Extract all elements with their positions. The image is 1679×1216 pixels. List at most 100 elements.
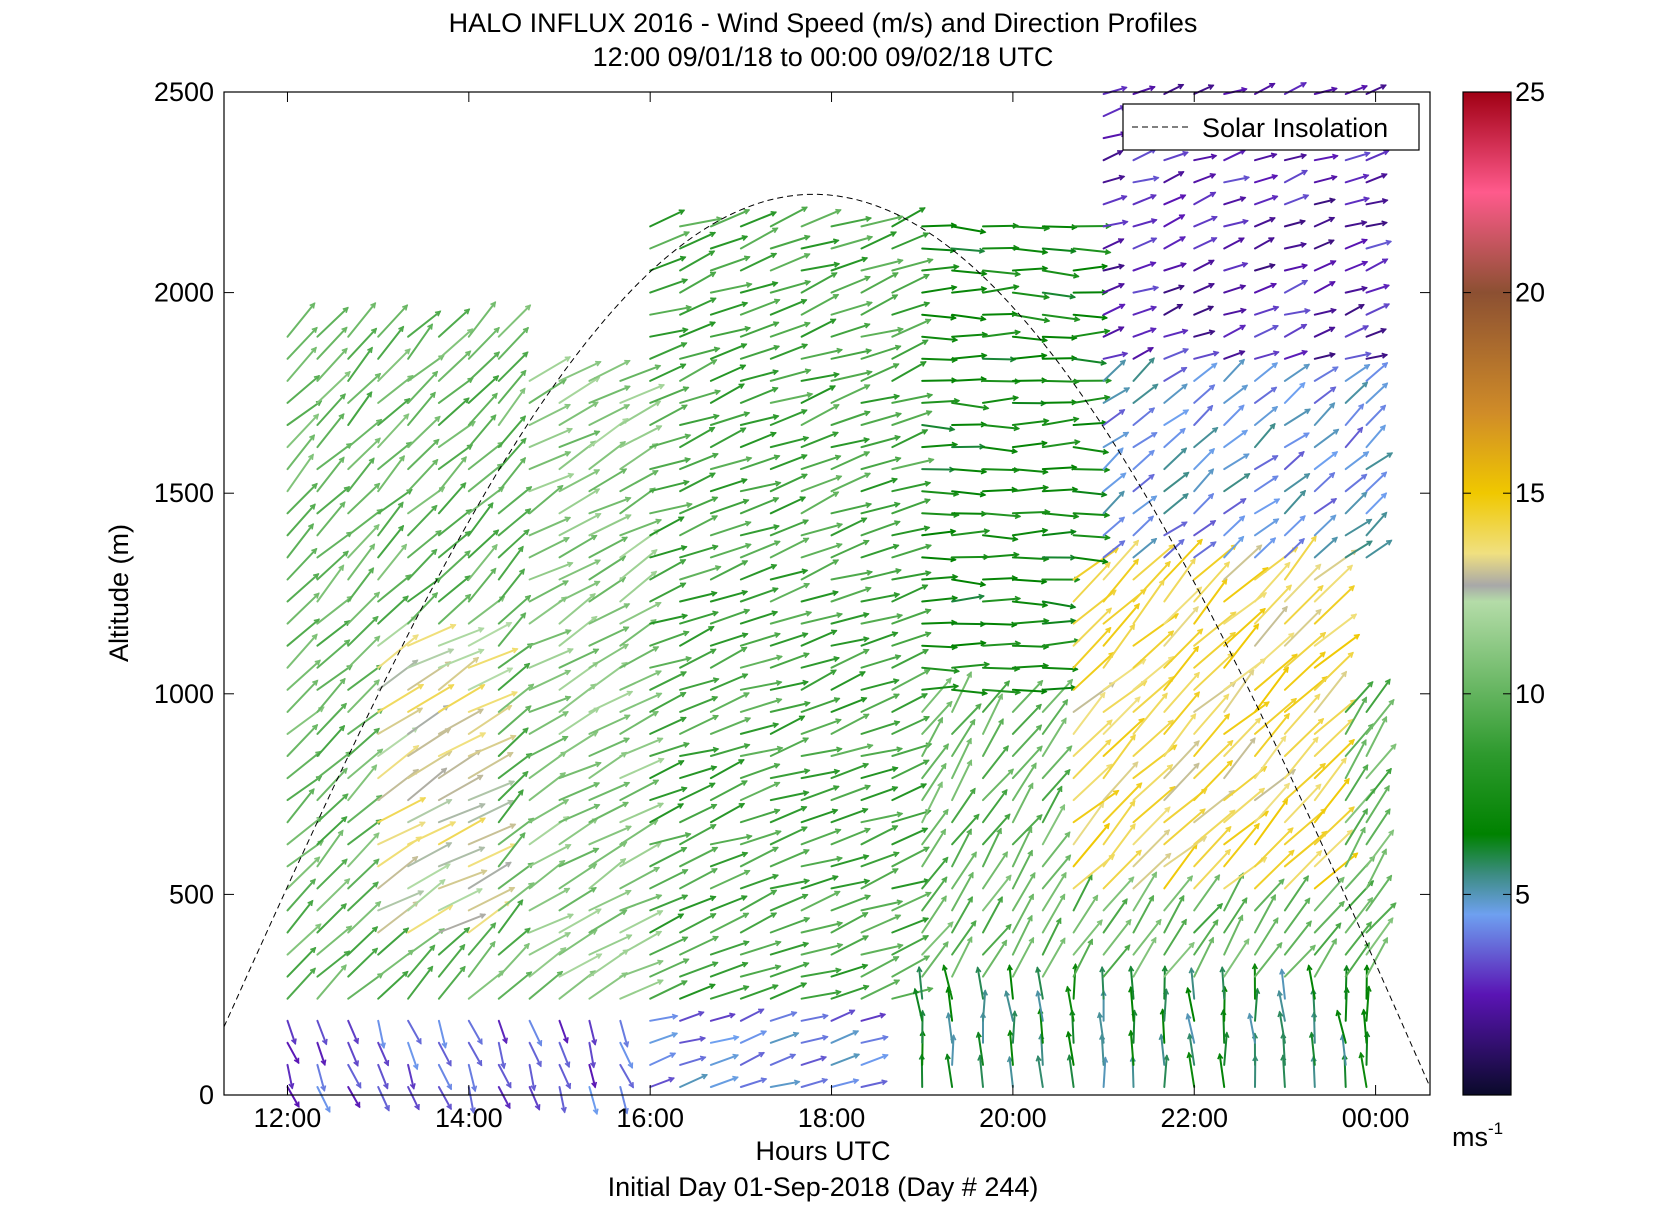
wind-vector-head [861,517,868,524]
wind-vector-head [852,1030,860,1036]
wind-vector-head [1361,84,1368,91]
wind-vector-head [710,359,718,365]
wind-vector [1283,850,1322,890]
wind-vector [679,696,718,713]
wind-vector-head [1340,757,1347,764]
wind-vector-head [975,703,982,710]
wind-vector [982,718,1004,757]
wind-vector [1223,350,1245,360]
wind-vector-head [1006,964,1013,971]
wind-vector [1223,872,1244,912]
wind-vector-head [429,391,436,398]
wind-vector-head [293,1057,300,1065]
wind-vector-head [1035,724,1043,731]
wind-vector-head [1385,239,1393,246]
wind-vector [860,825,898,846]
wind-vector-head [745,456,753,463]
wind-vector-head [1388,829,1395,836]
wind-vector-head [567,648,574,654]
wind-vector [1193,520,1216,537]
wind-vector [860,520,901,537]
wind-vector [1307,964,1316,1000]
wind-vector-head [310,946,317,954]
wind-vector [1041,488,1078,493]
wind-vector [739,763,780,780]
wind-vector [619,470,659,493]
wind-vector-head [1382,382,1389,389]
wind-vector [528,947,567,978]
wind-vector-head [371,764,378,771]
wind-vector [1365,875,1393,912]
wind-vector [1041,269,1079,278]
wind-vector [1011,680,1044,713]
wind-vector [709,852,748,868]
wind-vector [649,256,686,272]
wind-vector [316,442,353,471]
wind-vector-head [941,964,948,971]
wind-vector-head [1383,303,1391,309]
wind-vector-head [895,411,903,418]
wind-vector-head [713,413,720,420]
wind-vector-head [446,1083,452,1091]
wind-vector-head [314,856,321,863]
wind-vector [377,501,404,537]
wind-vector [467,691,518,713]
wind-vector-head [863,451,871,457]
wind-vector [921,644,958,649]
wind-vector [619,960,664,978]
wind-vector-head [415,1038,422,1045]
wind-vector [1102,539,1139,581]
wind-vector [1254,632,1295,669]
wind-vector-head [710,824,717,830]
wind-vector-head [373,679,380,686]
wind-vector [800,272,838,294]
wind-vector-head [1361,696,1367,703]
wind-vector-head [711,695,719,702]
wind-vector [1005,990,1014,1022]
wind-vector-head [803,582,811,589]
wind-vector [649,545,687,559]
wind-vector [649,847,687,868]
wind-vector-head [1331,451,1339,458]
wind-vector-head [741,301,749,308]
wind-vector-head [709,321,717,327]
wind-vector-head [739,364,747,371]
wind-vector-head [681,936,689,943]
wind-vector [921,828,947,868]
wind-vector-head [893,979,901,986]
wind-vector [1163,586,1202,625]
wind-vector [1193,611,1237,647]
wind-vector-head [649,487,656,494]
wind-vector [800,559,839,581]
wind-vector-head [980,315,987,322]
wind-vector [316,950,350,978]
wind-vector-head [708,250,716,257]
wind-vector [982,924,1012,956]
wind-vector [739,1030,767,1044]
wind-vector [1313,757,1347,802]
wind-vector [1193,809,1236,846]
wind-vector [982,642,1021,647]
wind-vector-head [772,227,779,234]
wind-vector [1011,827,1033,868]
wind-vector [1344,808,1368,846]
wind-vector-head [1304,473,1311,479]
wind-vector-head [1118,516,1126,523]
wind-vector [1132,630,1174,669]
wind-vector-head [1380,492,1388,499]
wind-vector-head [1105,607,1113,614]
wind-vector [921,512,960,517]
wind-vector [1132,383,1159,404]
wind-vector-head [1199,808,1206,815]
wind-vector-head [1335,922,1342,929]
wind-vector-head [320,1059,327,1067]
wind-vector [286,327,318,360]
wind-vector-head [321,1038,328,1046]
wind-vector [1102,175,1125,184]
wind-vector [558,762,602,780]
wind-vector [1223,938,1250,978]
wind-vector-head [519,415,527,422]
wind-vector-head [738,759,745,765]
wind-vector [1072,651,1115,691]
wind-vector [679,983,716,1000]
